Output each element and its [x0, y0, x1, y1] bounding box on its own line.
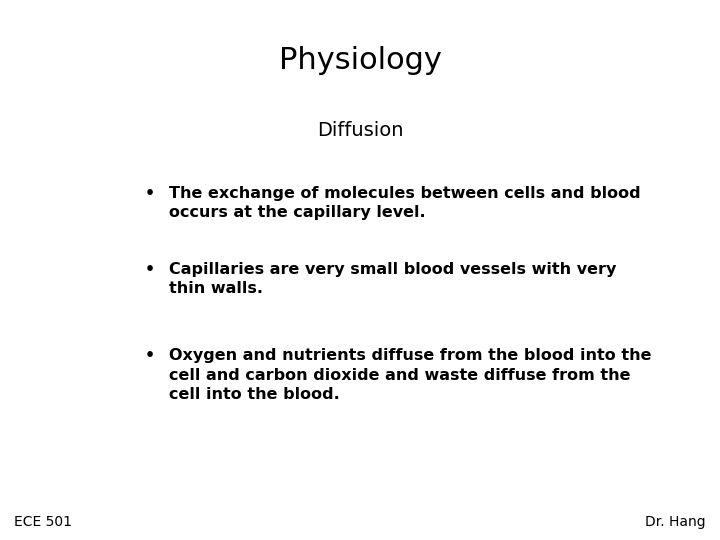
Text: •: • — [145, 186, 155, 201]
Text: Oxygen and nutrients diffuse from the blood into the
cell and carbon dioxide and: Oxygen and nutrients diffuse from the bl… — [169, 348, 652, 402]
Text: •: • — [145, 262, 155, 277]
Text: Dr. Hang: Dr. Hang — [645, 515, 706, 529]
Text: Diffusion: Diffusion — [317, 122, 403, 140]
Text: Capillaries are very small blood vessels with very
thin walls.: Capillaries are very small blood vessels… — [169, 262, 616, 296]
Text: The exchange of molecules between cells and blood
occurs at the capillary level.: The exchange of molecules between cells … — [169, 186, 641, 220]
Text: •: • — [145, 348, 155, 363]
Text: Physiology: Physiology — [279, 46, 441, 75]
Text: ECE 501: ECE 501 — [14, 515, 73, 529]
